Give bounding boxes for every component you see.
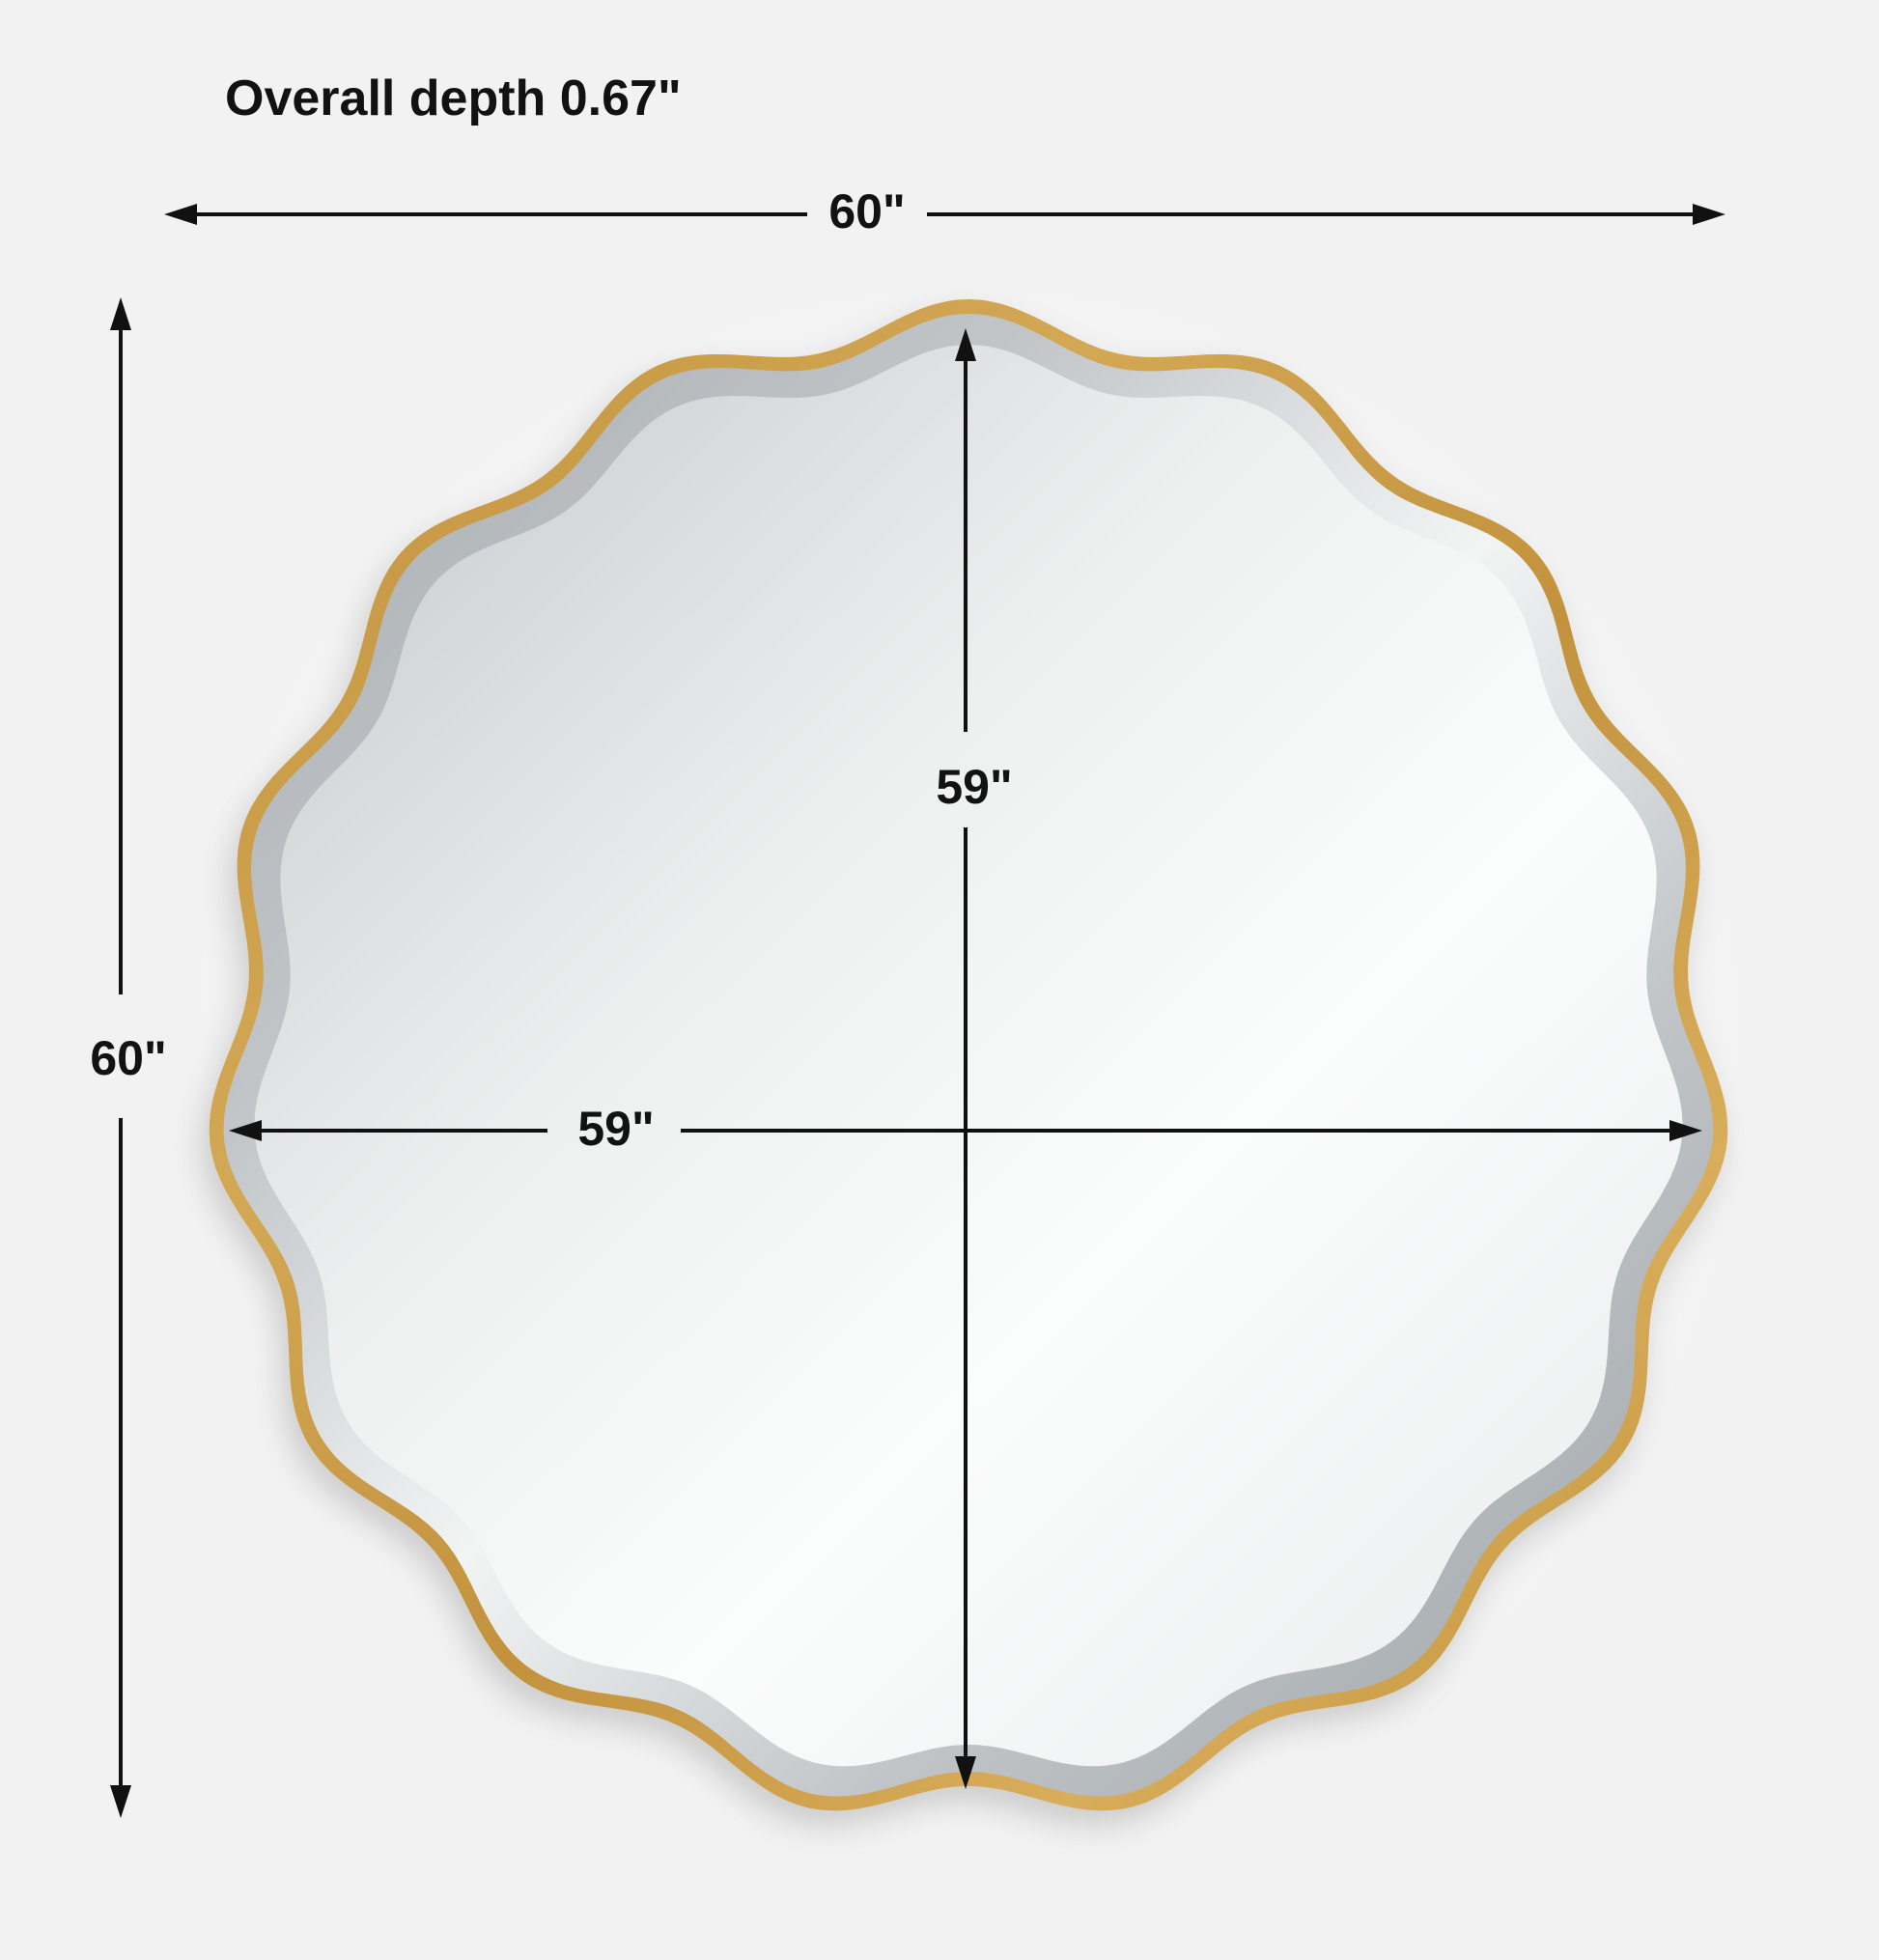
overall-depth-label: Overall depth 0.67" [225,70,682,126]
outer-width-dimension-arrowhead-left [164,204,197,225]
inner-height-dimension-arrowhead-top [955,328,976,361]
inner-width-dimension-arrowhead-left [229,1120,262,1141]
outer-height-dimension [110,297,131,1818]
outer-width-dimension-arrowhead-right [1693,204,1725,225]
mirror-surface [254,345,1683,1767]
outer-height-dimension-arrowhead-bottom [110,1785,131,1818]
inner-width-dimension [229,1120,1702,1141]
outer-width-label: 60" [828,184,906,238]
inner-height-dimension [955,328,976,1789]
inner-width-dimension-arrowhead-right [1669,1120,1702,1141]
outer-width-dimension [164,204,1725,225]
outer-height-dimension-arrowhead-top [110,297,131,330]
inner-height-label: 59" [936,760,1013,814]
outer-height-label: 60" [90,1031,167,1085]
inner-width-label: 59" [577,1102,655,1156]
inner-height-dimension-arrowhead-bottom [955,1756,976,1789]
